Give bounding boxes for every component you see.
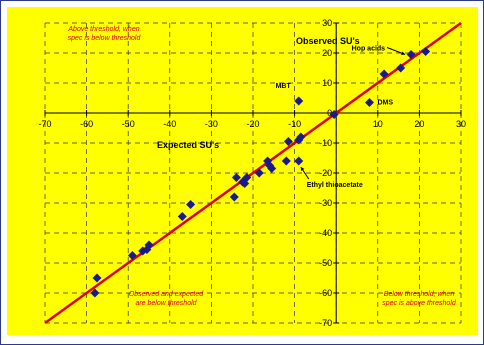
- data-point: [229, 192, 239, 202]
- grid: [44, 22, 462, 324]
- y-tick-label: -70: [319, 318, 332, 328]
- x-tick-label: -20: [246, 119, 259, 129]
- data-point: [396, 63, 406, 73]
- data-point: [92, 273, 102, 283]
- x-tick-label: -70: [38, 119, 51, 129]
- x-ticks: -70 -60 -50 -40 -30 -20 -10 10 20 30: [38, 110, 466, 129]
- data-point: [364, 98, 374, 107]
- data-point: [242, 173, 252, 182]
- data-point: [283, 137, 293, 146]
- y-tick-label: -30: [319, 198, 332, 208]
- data-point: [267, 164, 277, 173]
- data-point: [127, 251, 137, 260]
- note-top-left-line2: spec is below threshold: [68, 35, 142, 42]
- x-tick-label: -10: [288, 119, 301, 129]
- data-point: [254, 168, 264, 178]
- data-point: [177, 212, 187, 221]
- data-points: [90, 47, 431, 298]
- data-point: [144, 240, 154, 250]
- y-tick-label: -10: [319, 138, 332, 148]
- y-tick-label: -20: [319, 168, 332, 178]
- x-tick-label: -60: [80, 119, 93, 129]
- y-tick-label: -50: [319, 258, 332, 268]
- x-tick-label: -30: [205, 119, 218, 129]
- y-tick-label: -40: [319, 228, 332, 238]
- data-point: [379, 69, 389, 79]
- identity-line: [44, 21, 462, 325]
- data-point: [231, 173, 241, 182]
- note-bottom-mid-line1: Observed and expected: [129, 291, 204, 298]
- x-axis-title: Expected SU's: [157, 140, 219, 150]
- data-point: [186, 200, 196, 209]
- y-ticks: -70 -60 -50 -40 -30 -20 -10 0 10 20 30: [319, 18, 340, 328]
- y-tick-label: -60: [319, 288, 332, 298]
- chart-background: [7, 7, 478, 335]
- note-bottom-mid-line2: are below threshold: [135, 300, 197, 307]
- x-tick-label: 10: [373, 119, 383, 129]
- y-tick-label: 10: [322, 78, 332, 88]
- annotation-label: Hop acids: [352, 46, 386, 53]
- y-tick-label: 0: [327, 108, 332, 118]
- point-annotations: MBT DMS Hop acids Ethyl thioacetate: [276, 46, 406, 189]
- x-tick-label: 30: [456, 119, 466, 129]
- x-tick-label: -40: [163, 119, 176, 129]
- data-point: [329, 110, 339, 119]
- annotation-label: Ethyl thioacetate: [307, 182, 363, 189]
- data-point: [294, 156, 304, 166]
- y-tick-label: 20: [322, 48, 332, 58]
- note-top-left-line1: Above threshold, when: [67, 26, 139, 33]
- x-tick-label: -50: [122, 119, 135, 129]
- note-bottom-right-line1: Below threshold, when: [384, 291, 455, 298]
- annotation-arrowhead: [401, 51, 406, 56]
- data-point: [406, 50, 416, 59]
- data-point: [421, 47, 431, 56]
- data-point: [294, 96, 304, 106]
- annotation-arrowhead: [300, 167, 305, 171]
- data-point: [281, 156, 291, 166]
- x-tick-label: 20: [414, 119, 424, 129]
- note-bottom-right-line2: spec is above threshold: [382, 300, 457, 307]
- y-tick-label: 30: [322, 18, 332, 28]
- data-point: [296, 132, 306, 142]
- y-axis-title: Observed SU's: [296, 36, 360, 46]
- annotation-label: MBT: [276, 83, 292, 90]
- data-point: [90, 288, 100, 298]
- annotation-label: DMS: [377, 100, 393, 107]
